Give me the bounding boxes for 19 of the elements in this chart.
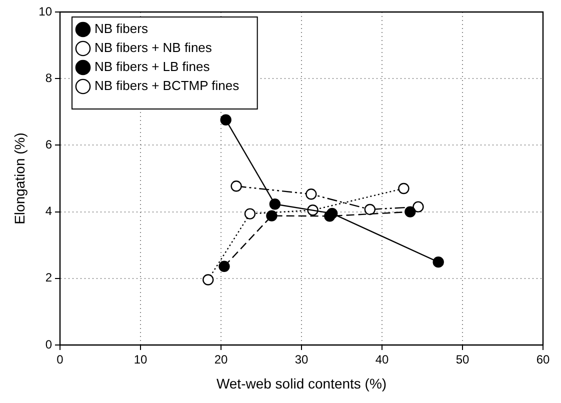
legend-label: NB fibers bbox=[94, 21, 148, 36]
x-tick-label: 50 bbox=[456, 352, 470, 367]
y-axis-title: Elongation (%) bbox=[11, 132, 28, 224]
y-tick-label: 4 bbox=[45, 204, 52, 218]
y-tick-label: 10 bbox=[38, 4, 52, 18]
x-tick-label: 20 bbox=[214, 352, 228, 367]
y-tick-label: 6 bbox=[45, 138, 52, 152]
y-tick-label: 2 bbox=[45, 270, 52, 285]
legend-label: NB fibers + LB fines bbox=[94, 59, 210, 74]
legend-label: NB fibers + NB fines bbox=[94, 40, 212, 56]
y-tick-label: 8 bbox=[45, 70, 52, 85]
x-tick-label: 0 bbox=[56, 352, 64, 367]
x-axis-title: Wet-web solid contents (%) bbox=[216, 375, 387, 392]
x-tick-label: 60 bbox=[536, 352, 550, 367]
y-tick-label: 0 bbox=[45, 337, 52, 352]
x-tick-label: 10 bbox=[134, 352, 148, 367]
legend-label: NB fibers + BCTMP fines bbox=[94, 78, 240, 94]
x-tick-label: 40 bbox=[375, 352, 389, 367]
x-tick-label: 30 bbox=[294, 352, 308, 367]
